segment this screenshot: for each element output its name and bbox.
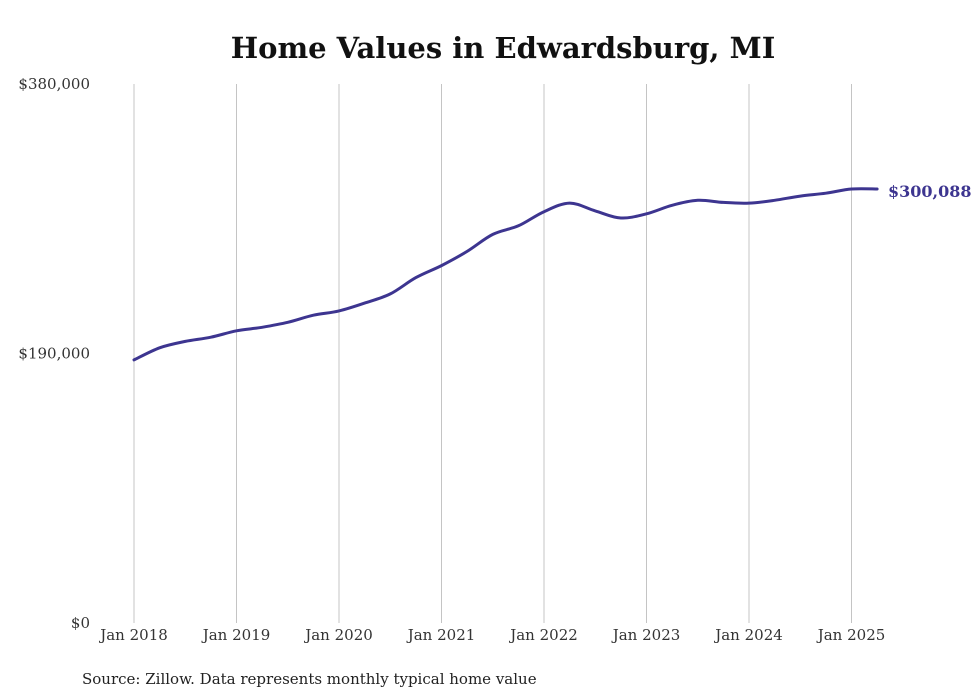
x-axis-ticks: Jan 2018 Jan 2019 Jan 2020 Jan 2021 Jan 2022…: [98, 626, 885, 644]
y-tick-label: $380,000: [18, 75, 90, 93]
x-tick-label: Jan 2022: [508, 626, 578, 644]
y-tick-label: $0: [71, 614, 90, 632]
series-line: [132, 187, 879, 362]
x-tick-label: Jan 2021: [406, 626, 476, 644]
chart-title: Home Values in Edwardsburg, MI: [231, 31, 776, 65]
x-tick-label: Jan 2020: [303, 626, 373, 644]
series-layer: [132, 187, 879, 362]
x-tick-label: Jan 2023: [611, 626, 681, 644]
y-tick-label: $190,000: [18, 345, 90, 363]
end-value-label: $300,088: [888, 182, 972, 201]
y-axis-ticks: $0 $190,000 $380,000: [18, 75, 90, 632]
x-tick-label: Jan 2018: [98, 626, 168, 644]
x-tick-label: Jan 2025: [816, 626, 886, 644]
source-note: Source: Zillow. Data represents monthly …: [82, 670, 537, 688]
x-tick-label: Jan 2024: [713, 626, 783, 644]
x-tick-label: Jan 2019: [201, 626, 271, 644]
grid-lines: [133, 84, 852, 623]
